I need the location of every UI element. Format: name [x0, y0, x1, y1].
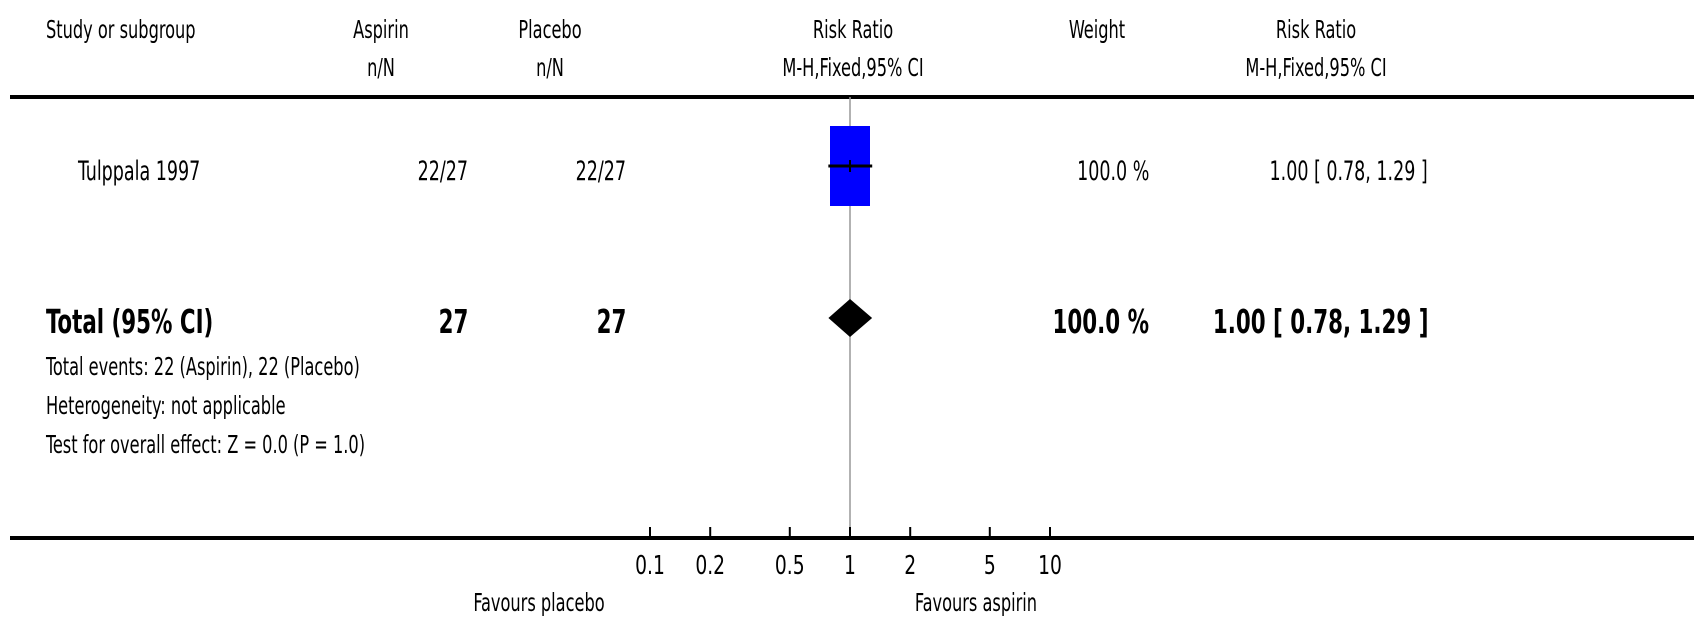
footer-rule: [10, 536, 1694, 540]
header-rule: [10, 95, 1694, 99]
header-result-title: Risk Ratio: [1275, 15, 1357, 44]
study-ci-text: 1.00 [ 0.78, 1.29 ]: [1269, 156, 1428, 187]
heterogeneity-note: Heterogeneity: not applicable: [46, 391, 286, 420]
header-placebo: Placebo: [518, 15, 582, 44]
header-result-sub: M-H,Fixed,95% CI: [1245, 53, 1387, 82]
study-name: Tulppala 1997: [78, 156, 201, 187]
axis-tick-label: 0.1: [635, 551, 665, 581]
axis-tick-label: 2: [904, 551, 916, 581]
header-aspirin-sub: n/N: [367, 53, 395, 82]
favours-placebo-label: Favours placebo: [473, 588, 605, 617]
header-study: Study or subgroup: [46, 15, 196, 44]
total-aspirin: 27: [438, 302, 468, 341]
total-placebo: 27: [596, 302, 626, 341]
header-placebo-sub: n/N: [536, 53, 564, 82]
overall-effect-note: Test for overall effect: Z = 0.0 (P = 1.…: [46, 430, 366, 459]
total-events-note: Total events: 22 (Aspirin), 22 (Placebo): [46, 352, 360, 381]
header-plot-sub: M-H,Fixed,95% CI: [782, 53, 924, 82]
study-weight: 100.0 %: [1076, 156, 1149, 187]
total-label: Total (95% CI): [46, 302, 214, 341]
axis-tick-label: 0.5: [775, 551, 805, 581]
pooled-diamond: [828, 299, 873, 337]
favours-aspirin-label: Favours aspirin: [914, 588, 1038, 617]
header-aspirin: Aspirin: [353, 15, 409, 44]
total-weight: 100.0 %: [1052, 302, 1149, 341]
axis-tick-label: 5: [984, 551, 996, 581]
header-weight: Weight: [1068, 15, 1126, 44]
header-plot-title: Risk Ratio: [812, 15, 894, 44]
axis-tick-label: 1: [844, 551, 856, 581]
study-aspirin-events: 22/27: [417, 156, 468, 187]
study-placebo-events: 22/27: [575, 156, 626, 187]
axis-tick-label: 10: [1038, 551, 1062, 581]
total-ci-text: 1.00 [ 0.78, 1.29 ]: [1212, 302, 1428, 341]
axis-tick-label: 0.2: [695, 551, 725, 581]
